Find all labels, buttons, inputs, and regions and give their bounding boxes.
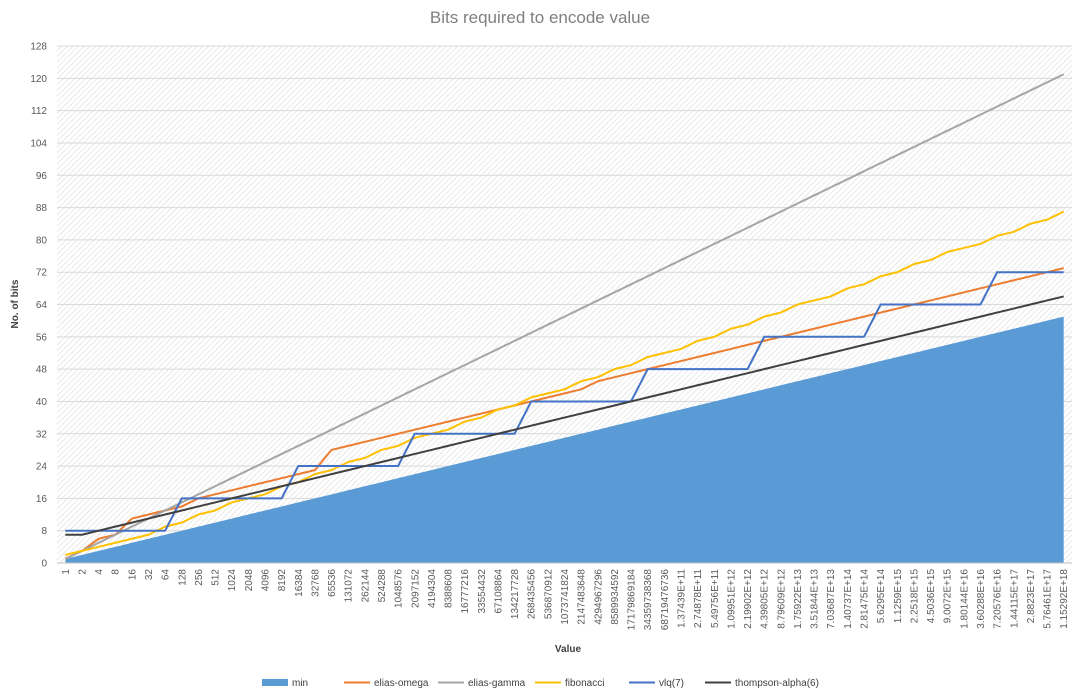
x-tick-label: 256 [194,569,205,586]
x-tick-label: 32 [144,569,155,581]
x-axis-title: Value [555,644,582,655]
x-tick-label: 131072 [344,569,355,603]
x-tick-label: 1.37439E+11 [676,569,687,628]
y-tick-label: 72 [36,268,48,279]
legend-swatch [262,679,288,686]
x-tick-label: 1.75922E+13 [793,569,804,629]
y-tick-label: 112 [31,106,47,117]
x-tick-label: 2097152 [410,569,421,608]
y-tick-label: 24 [36,462,48,473]
x-tick-label: 2.2518E+15 [909,569,920,624]
x-tick-label: 1.80144E+16 [959,569,970,629]
y-tick-label: 104 [30,138,47,149]
x-tick-label: 4096 [260,569,271,592]
y-tick-label: 64 [36,300,48,311]
x-tick-label: 1048576 [394,569,405,608]
y-tick-label: 48 [36,365,48,376]
series-line-fibonacci [65,210,1065,556]
x-tick-label: 2 [77,569,88,575]
x-tick-label: 16777216 [460,569,471,614]
x-tick-label: 4194304 [427,569,438,608]
x-tick-label: 3.51844E+13 [810,569,821,629]
legend-label: thompson-alpha(6) [735,678,819,689]
y-tick-label: 32 [36,429,48,440]
x-tick-label: 5.76461E+17 [1043,569,1054,629]
x-tick-label: 2.74878E+11 [693,569,704,628]
x-tick-label: 512 [211,569,222,586]
y-tick-label: 0 [41,559,47,570]
chart-title: Bits required to encode value [430,8,650,27]
legend: min elias-omega elias-gamma fibonacci vlq(7)… [262,678,819,689]
series-line-elias-omega [64,267,1064,560]
series-layer [64,73,1065,563]
x-tick-label: 2048 [244,569,255,592]
x-tick-label: 2.81475E+14 [860,569,871,629]
x-tick-label: 17179869184 [627,569,638,631]
legend-label: fibonacci [565,678,604,689]
x-tick-label: 32768 [310,569,321,597]
x-tick-label: 2.8823E+17 [1026,569,1037,624]
x-tick-label: 5.6295E+14 [876,569,887,624]
x-tick-label: 8.79609E+12 [776,569,787,629]
x-tick-label: 1024 [227,569,238,592]
x-tick-label: 7.20576E+16 [993,569,1004,629]
x-tick-label: 4294967296 [593,569,604,625]
x-tick-label: 68719476736 [660,569,671,631]
y-tick-label: 8 [41,526,47,537]
y-tick-label: 96 [36,171,48,182]
x-tick-label: 1 [61,569,72,575]
x-tick-label: 8388608 [444,569,455,608]
x-tick-label: 4.5036E+15 [926,569,937,624]
legend-label: min [292,678,308,689]
x-tick-label: 524288 [377,569,388,603]
y-tick-label: 80 [36,235,48,246]
y-axis: 0 8 16 24 32 40 48 56 64 72 80 88 96 104 112 120 128 [30,42,47,570]
x-tick-label: 67108864 [493,569,504,614]
series-area-min [65,316,1064,563]
x-tick-label: 8 [111,569,122,575]
x-axis: 1 2 4 8 16 32 64 128 256 512 1024 2048 4096 8192 16384… [57,562,1072,631]
series-line-elias-gamma [64,73,1065,560]
x-tick-label: 2.19902E+12 [743,569,754,629]
x-tick-label: 8192 [277,569,288,592]
x-tick-label: 4 [94,569,105,575]
legend-label: elias-gamma [468,678,526,689]
x-tick-label: 1073741824 [560,569,571,625]
x-tick-label: 33554432 [477,569,488,614]
y-tick-label: 128 [30,42,47,53]
y-tick-label: 16 [36,494,48,505]
legend-label: vlq(7) [659,678,684,689]
y-tick-label: 56 [36,332,48,343]
x-tick-label: 16384 [294,569,305,597]
x-tick-label: 1.15292E+18 [1059,569,1070,629]
x-tick-label: 3.60288E+16 [976,569,987,629]
x-tick-label: 34359738368 [643,569,654,631]
x-tick-label: 134217728 [510,569,521,619]
x-tick-label: 4.39805E+12 [760,569,771,629]
x-tick-label: 5.49756E+11 [710,569,721,628]
x-tick-label: 8589934592 [610,569,621,625]
x-tick-label: 7.03687E+13 [826,569,837,629]
x-tick-label: 128 [177,569,188,586]
series-line-thompson-alpha(6) [65,295,1064,536]
x-tick-label: 64 [161,569,172,581]
x-tick-label: 9.0072E+15 [943,569,954,624]
x-tick-label: 16 [127,569,138,581]
y-tick-label: 120 [30,74,47,85]
x-tick-label: 1.1259E+15 [893,569,904,624]
legend-label: elias-omega [374,678,429,689]
x-tick-label: 65536 [327,569,338,597]
x-tick-label: 268435456 [527,569,538,619]
y-tick-label: 88 [36,203,48,214]
x-tick-label: 1.44115E+17 [1009,569,1020,628]
x-tick-label: 262144 [360,569,371,603]
x-tick-label: 536870912 [543,569,554,619]
y-axis-title: No. of bits [10,279,21,328]
x-tick-label: 2147483648 [577,569,588,625]
x-tick-label: 1.40737E+14 [843,569,854,629]
y-tick-label: 40 [36,397,48,408]
x-tick-label: 1.09951E+12 [726,569,737,629]
